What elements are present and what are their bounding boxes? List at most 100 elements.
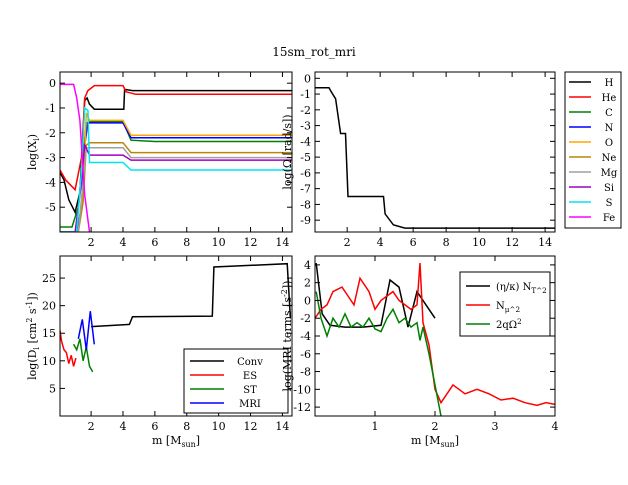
series-s <box>60 106 292 232</box>
y-axis-label: log(Xi) <box>26 134 41 170</box>
y-tick-label: -5 <box>45 201 56 214</box>
x-tick-label: 8 <box>183 236 190 249</box>
y-tick-label: 2 <box>304 277 311 290</box>
x-axis-label: m [Msun] <box>152 434 200 449</box>
y-tick-label: -8 <box>300 366 311 379</box>
legend-label: Fe <box>603 213 615 224</box>
panel-mri: 1 2 3 4 4 2 0 -2 -4 -6 -8 -10 -12 log(MRI terms [s-2]… <box>280 255 559 449</box>
y-tick-label: -12 <box>293 401 311 414</box>
legend-label: H <box>605 78 614 89</box>
y-tick-label: -6 <box>300 348 311 361</box>
x-tick-label: 6 <box>151 236 158 249</box>
x-tick-label: 2 <box>432 420 439 433</box>
x-tick-label: 10 <box>212 420 226 433</box>
y-tick-label: -2 <box>45 127 56 140</box>
series-conv <box>91 262 292 328</box>
series-he <box>60 84 292 192</box>
y-tick-label: -9 <box>300 214 311 227</box>
x-tick-label: 4 <box>377 236 384 249</box>
series-2qomega2 <box>315 291 442 416</box>
y-tick-label: -4 <box>300 135 311 148</box>
legend-label: O <box>605 138 613 149</box>
series-omega <box>315 87 555 229</box>
y-tick-label: -2 <box>300 312 311 325</box>
y-tick-label: -7 <box>300 183 311 196</box>
y-axis-label: log(Di [cm2 s-1]) <box>25 292 41 380</box>
series-si <box>60 142 292 232</box>
plot-frame <box>59 71 293 233</box>
legend-label: Ne <box>602 153 617 164</box>
x-tick-label: 6 <box>151 420 158 433</box>
x-tick-label: 8 <box>443 236 450 249</box>
y-tick-label: -3 <box>45 152 56 165</box>
x-tick-label: 4 <box>119 236 126 249</box>
legend-label: ST <box>243 385 257 396</box>
y-tick-label: 0 <box>304 72 311 85</box>
y-axis-label: log(Ω [rad/s]) <box>281 114 294 189</box>
legend-label: C <box>605 108 613 119</box>
y-tick-label: -2 <box>300 104 311 117</box>
x-tick-label: 2 <box>88 236 95 249</box>
legend-label: Mg <box>601 168 618 179</box>
x-tick-label: 4 <box>552 420 559 433</box>
series-ne <box>60 141 292 232</box>
y-tick-label: 20 <box>42 300 56 313</box>
legend-label: 2qΩ2 <box>496 317 522 331</box>
y-tick-label: 10 <box>42 355 56 368</box>
plot-frame <box>59 255 293 417</box>
series-fe <box>60 83 91 232</box>
x-tick-label: 2 <box>88 420 95 433</box>
y-tick-label: 4 <box>304 259 311 272</box>
legend-label: N <box>605 123 614 134</box>
legend-diffusion: Conv ES ST MRI <box>183 348 289 414</box>
series-st <box>72 338 94 373</box>
x-tick-label: 4 <box>119 420 126 433</box>
legend-label: He <box>602 93 617 104</box>
x-tick-label: 12 <box>505 236 519 249</box>
x-tick-label: 12 <box>244 236 258 249</box>
x-tick-label: 14 <box>538 236 552 249</box>
x-tick-label: 3 <box>492 420 499 433</box>
plot-frame <box>314 71 556 233</box>
legend-mri: (η/κ) NT^2 Nμ^2 2qΩ2 <box>459 271 551 337</box>
x-tick-label: 14 <box>275 420 289 433</box>
y-tick-label: 25 <box>42 272 56 285</box>
figure-title: 15sm_rot_mri <box>272 45 356 59</box>
x-tick-label: 12 <box>244 420 258 433</box>
y-tick-label: -4 <box>45 176 56 189</box>
x-tick-label: 10 <box>472 236 486 249</box>
x-tick-label: 10 <box>212 236 226 249</box>
y-tick-label: -6 <box>300 167 311 180</box>
x-tick-label: 6 <box>410 236 417 249</box>
y-tick-label: -10 <box>293 383 311 396</box>
legend-label: S <box>606 198 613 209</box>
x-tick-label: 14 <box>275 236 289 249</box>
series-n_mu2 <box>315 263 555 407</box>
y-tick-label: 0 <box>49 77 56 90</box>
series-mri <box>77 311 96 350</box>
legend-label: ES <box>243 371 257 382</box>
legend-label: Nμ^2 <box>496 301 520 314</box>
x-tick-label: 2 <box>344 236 351 249</box>
panel-omega: 2 4 6 8 10 12 14 0 -1 -2 -3 -4 -5 -6 -7 -8 -9 log(Ω [rad/… <box>281 71 556 249</box>
y-tick-label: -5 <box>300 151 311 164</box>
y-tick-label: -8 <box>300 198 311 211</box>
x-tick-label: 8 <box>183 420 190 433</box>
legend-label: (η/κ) NT^2 <box>496 282 547 295</box>
series-n <box>60 122 292 232</box>
y-tick-label: 5 <box>49 382 56 395</box>
y-tick-label: -4 <box>300 330 311 343</box>
series-es <box>60 330 77 367</box>
element-legend: H He CNO Ne Mg Si S Fe <box>564 71 622 229</box>
y-tick-label: 0 <box>304 294 311 307</box>
series-o <box>60 112 292 232</box>
y-tick-label: -1 <box>45 102 56 115</box>
legend-label: Conv <box>237 357 263 368</box>
panel-abund: 2 4 6 8 10 12 14 0 -1 -2 -3 -4 -5 log(Xi) <box>26 71 293 249</box>
y-tick-label: -3 <box>300 120 311 133</box>
series-h <box>60 88 292 215</box>
y-tick-label: -1 <box>300 88 311 101</box>
x-tick-label: 1 <box>372 420 379 433</box>
